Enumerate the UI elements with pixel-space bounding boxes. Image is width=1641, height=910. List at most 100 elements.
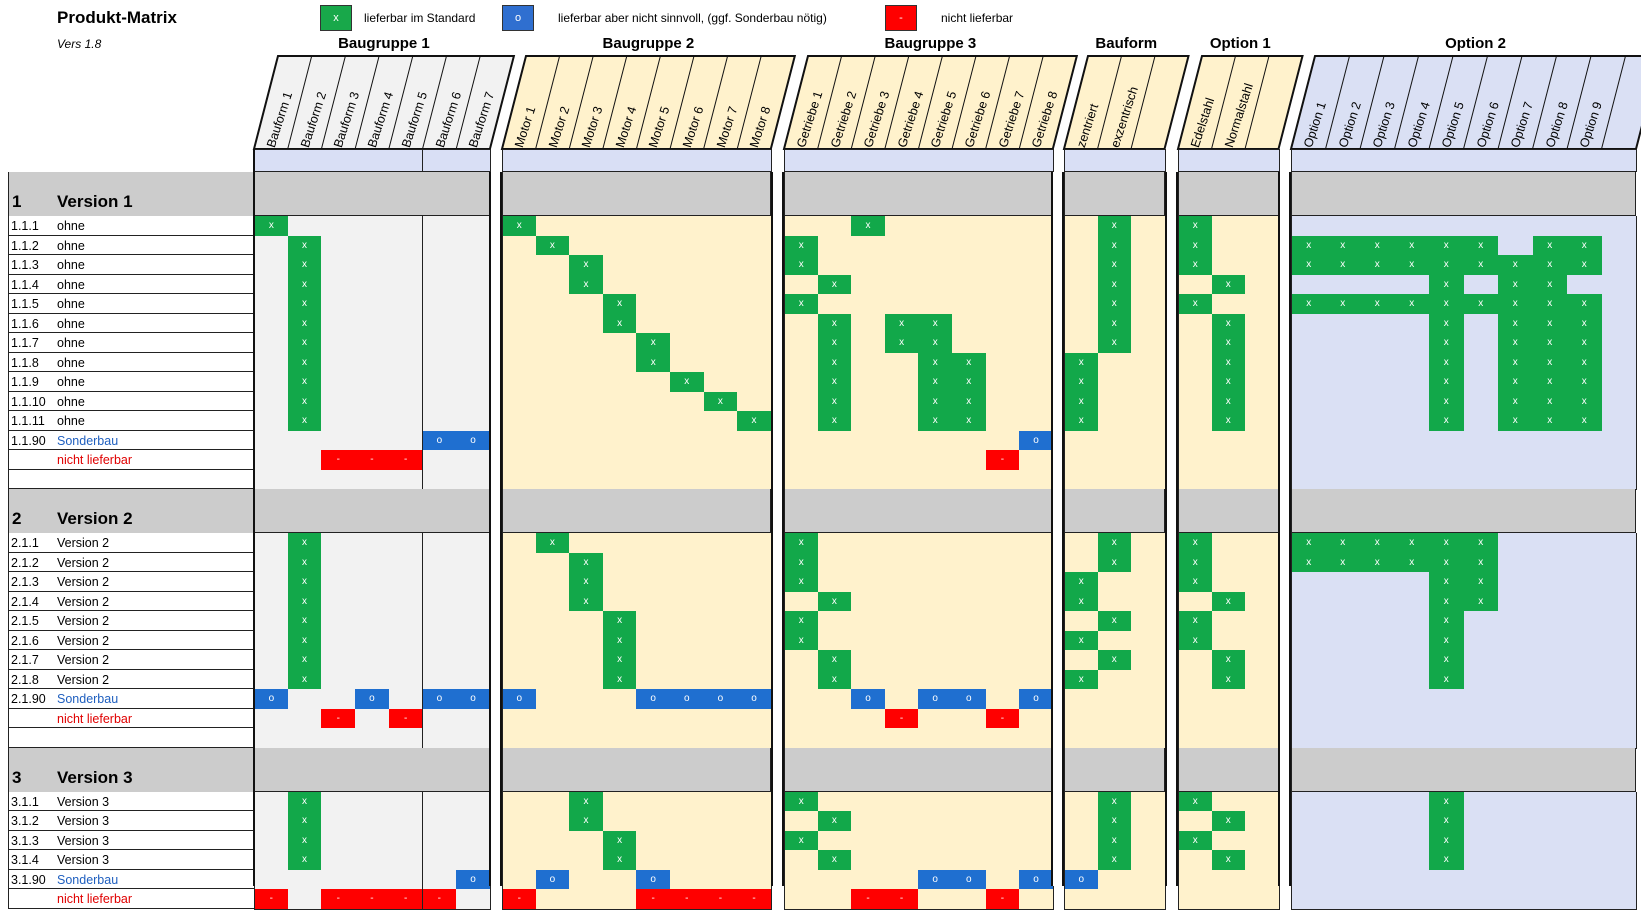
matrix-cell — [1097, 630, 1132, 651]
row-id: 3.1.1 — [11, 794, 39, 809]
matrix-cell — [636, 372, 671, 393]
matrix-cell — [422, 591, 458, 612]
matrix-cell — [456, 469, 491, 490]
row-label: Version 2 — [57, 555, 110, 570]
matrix-cell: x — [884, 333, 920, 354]
legend-text: lieferbar im Standard — [364, 11, 476, 25]
matrix-cell — [985, 689, 1021, 710]
matrix-cell: x — [1064, 391, 1099, 412]
matrix-cell — [1567, 611, 1603, 632]
matrix-cell — [502, 572, 537, 593]
matrix-cell — [918, 572, 953, 593]
matrix-cell — [569, 216, 604, 237]
matrix-cell — [952, 450, 987, 471]
matrix-cell — [569, 469, 604, 490]
matrix-cell: x — [1325, 294, 1361, 315]
matrix-cell — [1429, 469, 1465, 490]
matrix-cell — [456, 850, 491, 871]
row-label: nicht lieferbar — [57, 892, 133, 906]
row-label: Sonderbau — [57, 433, 119, 448]
matrix-cell — [602, 274, 638, 295]
matrix-cell — [388, 469, 424, 490]
matrix-cell — [884, 235, 920, 256]
matrix-cell: x — [1463, 294, 1499, 315]
row-label: ohne — [57, 394, 85, 409]
matrix-cell — [1498, 630, 1534, 651]
matrix-cell — [884, 611, 920, 632]
group-separator — [1165, 172, 1178, 886]
matrix-cell — [1360, 889, 1396, 910]
matrix-cell — [321, 274, 357, 295]
matrix-cell — [737, 313, 772, 334]
matrix-cell: x — [1178, 216, 1213, 237]
matrix-cell — [1325, 650, 1361, 671]
matrix-cell: x — [287, 630, 323, 651]
matrix-cell: x — [1097, 650, 1132, 671]
matrix-cell: x — [287, 791, 323, 812]
matrix-cell — [884, 689, 920, 710]
matrix-cell — [737, 274, 772, 295]
matrix-cell — [569, 391, 604, 412]
column-label: Option 5 — [1439, 100, 1467, 150]
matrix-cell — [1019, 669, 1054, 690]
matrix-cell — [1064, 235, 1099, 256]
matrix-cell — [321, 669, 357, 690]
matrix-cell — [1394, 650, 1430, 671]
matrix-cell — [1394, 728, 1430, 749]
matrix-cell — [636, 830, 671, 851]
matrix-cell — [254, 830, 289, 851]
matrix-cell — [1131, 708, 1166, 729]
matrix-cell: x — [254, 216, 289, 237]
matrix-cell — [254, 411, 289, 432]
row-id: 1.1.3 — [11, 258, 39, 272]
matrix-cell — [1601, 274, 1637, 295]
matrix-cell — [1394, 611, 1430, 632]
matrix-cell: x — [1498, 313, 1534, 334]
table-row — [8, 333, 254, 353]
matrix-cell — [388, 274, 424, 295]
matrix-cell — [1532, 630, 1568, 651]
matrix-cell — [1245, 689, 1280, 710]
header-cell — [1211, 149, 1246, 172]
matrix-cell — [1567, 450, 1603, 471]
matrix-cell: x — [1178, 791, 1213, 812]
matrix-cell — [1463, 391, 1499, 412]
matrix-cell — [1097, 591, 1132, 612]
matrix-cell — [636, 850, 671, 871]
matrix-cell — [355, 791, 390, 812]
matrix-cell — [502, 830, 537, 851]
matrix-cell — [422, 850, 458, 871]
matrix-cell: x — [1360, 255, 1396, 276]
matrix-cell — [670, 391, 705, 412]
matrix-cell — [1291, 630, 1327, 651]
matrix-cell — [952, 430, 987, 451]
matrix-cell — [851, 313, 886, 334]
matrix-cell — [985, 352, 1021, 373]
matrix-cell — [1064, 708, 1099, 729]
matrix-cell — [456, 313, 491, 334]
row-id: 2.1.5 — [11, 614, 39, 628]
matrix-cell — [985, 372, 1021, 393]
matrix-cell: x — [784, 255, 819, 276]
matrix-cell: x — [1097, 255, 1132, 276]
matrix-cell: - — [321, 889, 357, 910]
matrix-cell — [636, 533, 671, 554]
matrix-cell — [1532, 728, 1568, 749]
matrix-cell — [851, 611, 886, 632]
matrix-cell: x — [817, 391, 853, 412]
matrix-cell — [884, 450, 920, 471]
matrix-cell: x — [1291, 552, 1327, 573]
matrix-cell — [784, 869, 819, 890]
matrix-cell — [1360, 469, 1396, 490]
matrix-cell: o — [355, 689, 390, 710]
matrix-cell — [321, 235, 357, 256]
matrix-cell — [535, 430, 571, 451]
matrix-cell — [1064, 650, 1099, 671]
matrix-cell — [388, 669, 424, 690]
matrix-cell — [884, 552, 920, 573]
matrix-cell — [1498, 552, 1534, 573]
matrix-cell: x — [1429, 669, 1465, 690]
header-cell — [535, 149, 571, 172]
matrix-cell: x — [817, 850, 853, 871]
header-cell — [1601, 149, 1637, 172]
